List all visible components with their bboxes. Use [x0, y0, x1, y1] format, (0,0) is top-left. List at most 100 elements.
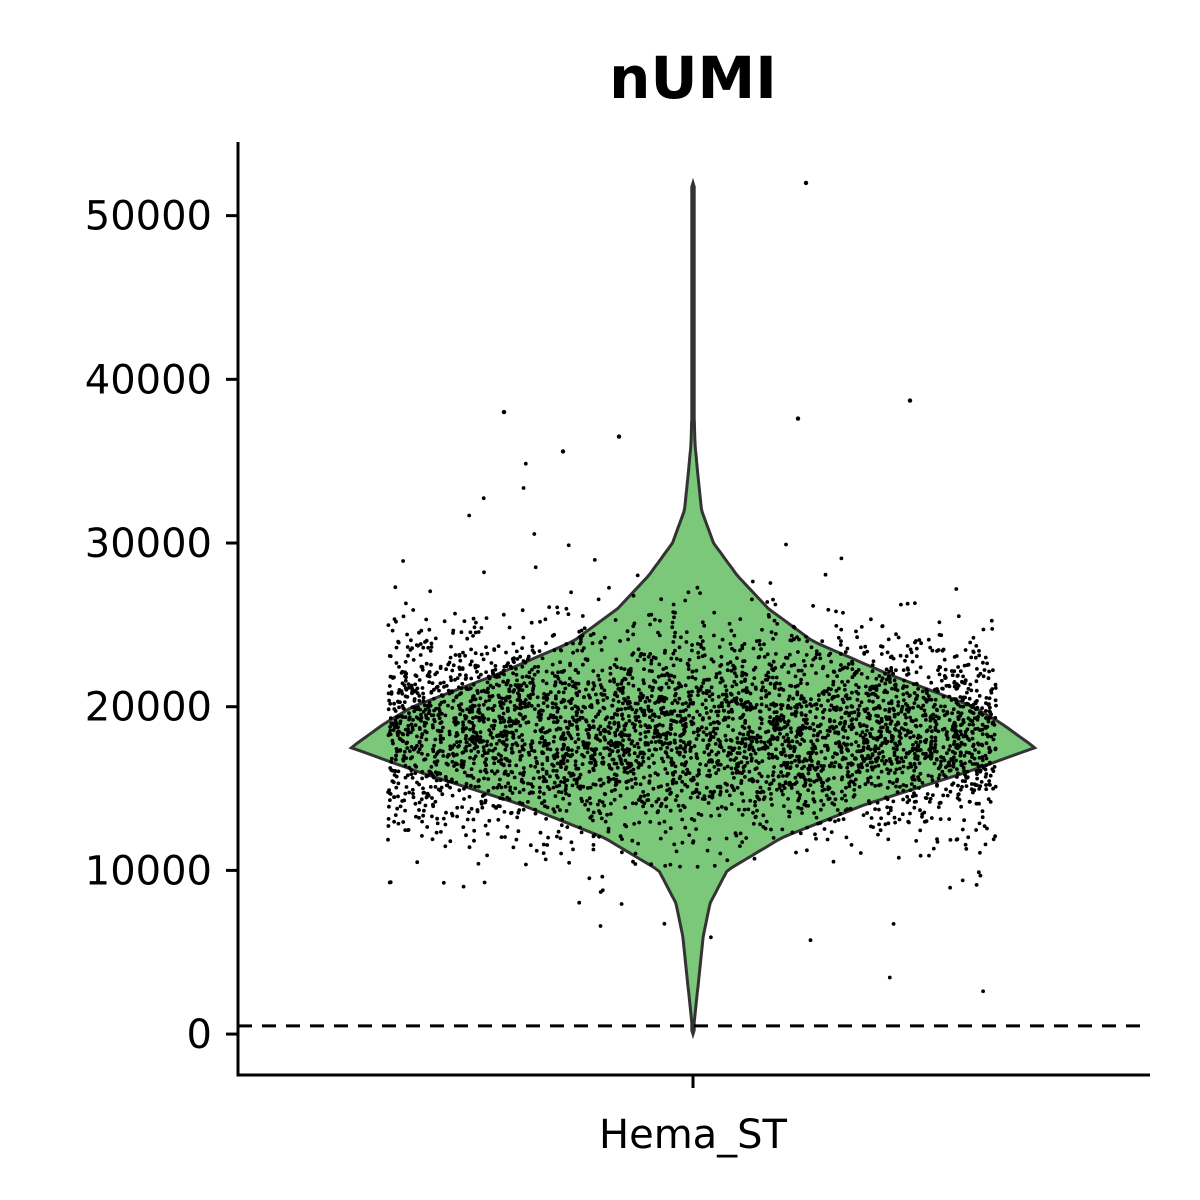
data-point [581, 662, 585, 667]
data-point [392, 795, 396, 799]
data-point [539, 729, 544, 734]
data-point [529, 692, 533, 697]
data-point [657, 821, 662, 826]
data-point [434, 685, 439, 690]
data-point [790, 830, 795, 835]
data-point [943, 667, 948, 672]
data-point [967, 722, 972, 727]
data-point [704, 733, 709, 737]
data-point [682, 754, 686, 759]
data-point [772, 726, 776, 731]
data-point [815, 765, 820, 770]
data-point [920, 689, 925, 694]
data-point [552, 780, 557, 785]
data-point [489, 661, 494, 665]
data-point [828, 719, 832, 724]
data-point [585, 750, 590, 755]
data-point [650, 669, 654, 674]
data-point [970, 762, 975, 766]
data-point [934, 749, 939, 754]
data-point [648, 652, 653, 656]
data-point [457, 743, 461, 748]
data-point [906, 730, 910, 735]
data-point [520, 608, 525, 613]
data-point [895, 760, 900, 765]
data-point [760, 680, 765, 685]
data-point [737, 751, 742, 756]
data-point [583, 705, 587, 710]
data-point [677, 752, 682, 757]
data-point [612, 677, 616, 682]
data-point [909, 764, 914, 769]
data-point [916, 704, 921, 709]
data-point [808, 778, 813, 783]
data-point [633, 701, 638, 706]
data-point [609, 743, 613, 748]
data-point [626, 695, 630, 700]
data-point [669, 748, 674, 752]
y-tick-label: 50000 [85, 194, 212, 240]
data-point [646, 704, 651, 709]
data-point [389, 756, 394, 761]
data-point [484, 770, 489, 775]
data-point [934, 714, 938, 719]
data-point [563, 786, 568, 791]
data-point [858, 724, 863, 728]
data-point [417, 630, 421, 635]
data-point [468, 630, 473, 635]
data-point [396, 639, 400, 644]
data-point [993, 682, 998, 687]
data-point [963, 729, 968, 734]
data-point [458, 739, 463, 744]
data-point [786, 797, 790, 801]
data-point [589, 754, 593, 759]
data-point [422, 757, 426, 762]
data-point [867, 799, 871, 803]
data-point [740, 840, 745, 844]
data-point [660, 673, 664, 678]
data-point [709, 749, 714, 754]
data-point [556, 676, 561, 681]
data-point [571, 847, 575, 852]
data-point [388, 716, 393, 720]
data-point [544, 771, 549, 776]
data-point [701, 738, 706, 742]
data-point [620, 837, 624, 841]
data-point [947, 768, 952, 773]
data-point [647, 684, 652, 689]
data-point [565, 759, 570, 763]
data-point [435, 759, 440, 764]
data-point [902, 698, 906, 702]
data-point [693, 676, 698, 681]
data-point [396, 781, 401, 786]
data-point [789, 760, 794, 765]
data-point [537, 795, 542, 800]
data-point [399, 714, 404, 719]
data-point [565, 825, 570, 829]
data-point [983, 655, 988, 660]
data-point [901, 788, 906, 793]
data-point [961, 697, 965, 702]
data-point [429, 765, 434, 769]
data-point [942, 713, 947, 718]
data-point [829, 687, 833, 692]
data-point [625, 761, 630, 766]
data-point [512, 688, 517, 692]
data-point [799, 677, 803, 682]
data-point [912, 761, 917, 766]
data-point [428, 770, 433, 775]
data-point [830, 724, 835, 729]
data-point [453, 611, 457, 616]
data-point [589, 703, 594, 707]
data-point [825, 674, 830, 678]
data-point [762, 655, 767, 659]
data-point [663, 830, 668, 834]
data-point [952, 680, 957, 684]
data-point [545, 747, 550, 751]
data-point [678, 738, 683, 743]
data-point [977, 821, 982, 826]
data-point [865, 763, 869, 768]
data-point [798, 729, 802, 734]
data-point [924, 699, 929, 704]
data-point [477, 703, 481, 708]
